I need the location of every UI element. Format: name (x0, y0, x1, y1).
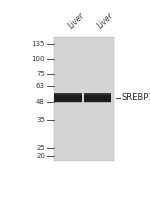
Text: 35: 35 (36, 117, 45, 123)
Text: 63: 63 (36, 83, 45, 89)
Text: 100: 100 (31, 56, 45, 62)
Bar (84, 93, 111, 95)
Text: Liver: Liver (96, 11, 116, 30)
Text: 20: 20 (36, 153, 45, 159)
Text: SREBP1: SREBP1 (121, 93, 150, 102)
Text: 25: 25 (36, 145, 45, 151)
Text: Liver: Liver (67, 11, 87, 30)
Bar (54, 93, 82, 102)
Text: 48: 48 (36, 99, 45, 105)
Text: 135: 135 (32, 41, 45, 47)
Text: 75: 75 (36, 71, 45, 77)
Bar (54, 102, 82, 104)
Bar (54, 93, 82, 95)
Bar (84, 93, 111, 102)
Bar (54, 37, 114, 161)
Bar (84, 102, 111, 104)
